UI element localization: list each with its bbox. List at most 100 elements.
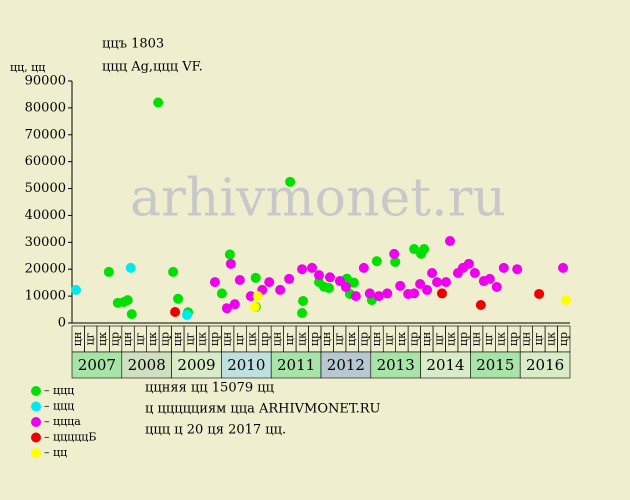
legend-marker	[31, 417, 41, 427]
quarter-label: цг	[382, 332, 395, 345]
legend-label: – цц	[44, 446, 67, 459]
quarter-label: цк	[495, 332, 508, 346]
legend-marker	[31, 401, 41, 412]
year-label: 2016	[526, 356, 564, 374]
data-point	[209, 277, 220, 288]
data-point	[373, 291, 384, 302]
data-point	[298, 295, 309, 306]
quarter-label: цк	[445, 332, 458, 346]
year-cell	[270, 351, 322, 379]
quarter-label: цр	[109, 332, 122, 346]
y-tick-label: 60000	[25, 154, 66, 169]
data-point	[364, 288, 375, 299]
quarter-label: цн	[470, 332, 483, 346]
quarter-label: цг	[233, 332, 246, 345]
quarter-label: цк	[395, 332, 408, 346]
year-label: 2010	[227, 356, 265, 374]
quarter-label: цн	[71, 332, 84, 346]
data-point	[340, 281, 351, 292]
data-point	[498, 262, 509, 273]
note: ц ццццциям цца ARHIVMONET.RU	[145, 402, 381, 417]
data-point	[122, 295, 133, 306]
quarter-label: цг	[133, 332, 146, 345]
data-point	[371, 256, 382, 267]
year-cell	[420, 351, 471, 379]
data-point	[285, 176, 296, 187]
watermark: arhivmonet.ru	[130, 169, 506, 229]
year-cell	[221, 351, 272, 379]
quarter-label: цр	[308, 332, 321, 346]
quarter-label: цр	[557, 332, 570, 346]
quarter-label: цн	[320, 332, 333, 346]
data-point	[358, 262, 369, 273]
data-point	[415, 279, 426, 290]
year-label: 2013	[377, 356, 415, 374]
data-point	[432, 277, 443, 288]
year-cell	[470, 351, 521, 379]
data-point	[245, 291, 256, 302]
quarter-label: цн	[420, 332, 433, 346]
quarter-label: цк	[146, 332, 159, 346]
quarter-label: цг	[283, 332, 296, 345]
legend-marker	[31, 386, 41, 396]
data-point	[409, 244, 420, 255]
data-point	[224, 249, 235, 260]
data-point	[221, 303, 232, 314]
year-label: 2014	[426, 356, 464, 374]
data-point	[126, 309, 137, 320]
data-point	[463, 258, 474, 269]
legend-label: – цццццБ	[44, 431, 96, 444]
data-point	[264, 277, 275, 288]
year-label: 2012	[327, 356, 365, 374]
y-tick-label: 20000	[25, 262, 66, 277]
year-label: 2008	[128, 356, 166, 374]
data-point	[491, 281, 502, 292]
data-point	[395, 280, 406, 291]
data-point	[323, 283, 334, 294]
data-point	[170, 306, 181, 317]
data-point	[275, 284, 286, 295]
y-tick-label: 80000	[25, 100, 66, 115]
data-point	[350, 291, 361, 302]
quarter-label: цг	[333, 332, 346, 345]
quarter-label: цг	[183, 332, 196, 345]
data-point	[534, 288, 545, 299]
data-point	[314, 270, 325, 281]
quarter-label: цр	[258, 332, 271, 346]
quarter-label: цн	[270, 332, 283, 346]
quarter-label: цк	[295, 332, 308, 346]
data-point	[419, 244, 430, 255]
y-axis-label: цц, цц	[10, 61, 45, 74]
data-point	[229, 299, 240, 310]
year-cell	[121, 351, 172, 379]
data-point	[70, 284, 81, 295]
data-point	[484, 273, 495, 284]
data-point	[297, 308, 308, 319]
data-point	[390, 256, 401, 267]
year-cell	[171, 351, 222, 379]
data-point	[216, 288, 227, 299]
data-point	[249, 301, 260, 312]
data-point	[427, 267, 438, 278]
data-point	[153, 97, 164, 108]
data-point	[558, 262, 569, 273]
data-point	[307, 262, 318, 273]
data-point	[252, 291, 263, 302]
data-point	[389, 248, 400, 259]
data-point	[422, 284, 433, 295]
quarter-label: цр	[158, 332, 171, 346]
quarter-label: цн	[171, 332, 184, 346]
y-tick-label: 0	[58, 316, 66, 331]
data-point	[297, 264, 308, 275]
quarter-label: цг	[432, 332, 445, 345]
quarter-label: цр	[507, 332, 520, 346]
year-label: 2007	[78, 356, 116, 374]
data-point	[561, 295, 572, 306]
data-point	[440, 277, 451, 288]
quarter-label: цн	[370, 332, 383, 346]
quarter-label: цг	[532, 332, 545, 345]
quarter-label: цр	[358, 332, 371, 346]
y-tick-label: 50000	[25, 181, 66, 196]
data-point	[382, 288, 393, 299]
